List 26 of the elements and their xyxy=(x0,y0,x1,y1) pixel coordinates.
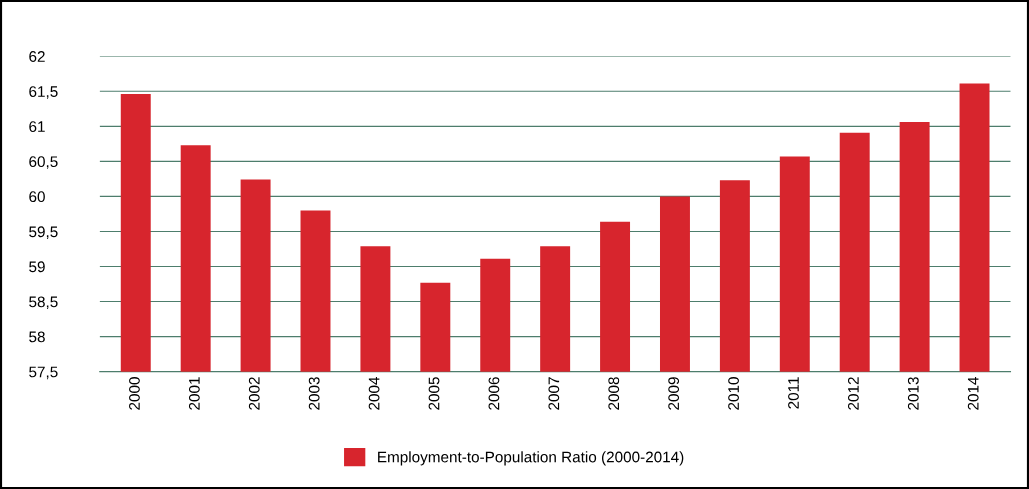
x-tick-label: 2011 xyxy=(788,377,799,409)
x-tick-label: 2002 xyxy=(248,377,260,410)
y-tick-label: 61 xyxy=(29,121,45,133)
y-tick-label: 62 xyxy=(29,51,45,62)
x-tick-label: 2000 xyxy=(129,377,140,410)
x-tick-label: 2003 xyxy=(308,377,320,410)
y-tick-label: 59,5 xyxy=(29,226,58,239)
x-tick-label: 2008 xyxy=(608,377,620,410)
y-tick-label: 60,5 xyxy=(29,156,58,169)
y-tick-label: 58,5 xyxy=(29,296,58,310)
x-tick-label: 2010 xyxy=(728,377,739,410)
legend-label: Employment-to-Population Ratio (2000-2014) xyxy=(378,451,684,466)
x-tick-label: 2004 xyxy=(368,376,380,410)
y-tick-label: 61,5 xyxy=(29,86,58,99)
y-tick-label: 59 xyxy=(29,261,45,273)
x-tick-label: 2014 xyxy=(967,376,979,410)
y-tick-label: 57,5 xyxy=(29,366,58,380)
x-tick-label: 2005 xyxy=(428,377,440,410)
y-tick-label: 60 xyxy=(29,191,45,203)
x-tick-label: 2012 xyxy=(847,377,859,410)
x-tick-label: 2009 xyxy=(668,377,680,410)
x-tick-label: 2013 xyxy=(907,377,919,410)
x-tick-label: 2001 xyxy=(188,377,200,410)
x-tick-label: 2007 xyxy=(548,377,560,410)
y-tick-label: 58 xyxy=(29,331,45,343)
x-tick-label: 2006 xyxy=(488,377,500,410)
